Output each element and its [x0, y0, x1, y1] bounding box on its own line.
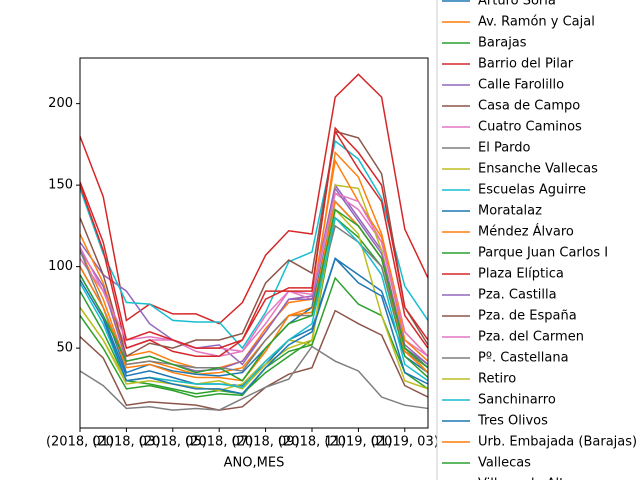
series-line: [79, 224, 429, 372]
legend-label: Parque Juan Carlos I: [478, 246, 608, 261]
legend-label: Cuatro Caminos: [478, 120, 582, 135]
legend-label: Pº. Castellana: [478, 351, 569, 366]
series-line: [79, 129, 429, 358]
x-tick-label: (2018, 03): [92, 435, 160, 450]
legend-label: Pza. Castilla: [478, 288, 557, 303]
legend-label: Méndez Álvaro: [478, 224, 574, 240]
legend-label: El Pardo: [478, 141, 531, 156]
legend-label: Arturo Soria: [478, 0, 556, 9]
series-line: [79, 345, 429, 411]
series-line: [79, 257, 429, 395]
legend-frame: [436, 0, 640, 480]
legend-label: Tres Olivos: [477, 414, 548, 429]
legend-label: Escuelas Aguirre: [478, 183, 586, 198]
series-line: [79, 192, 429, 357]
legend-label: Moratalaz: [478, 204, 542, 219]
y-tick-label: 200: [48, 96, 73, 111]
series-line: [79, 73, 429, 325]
plot-frame: [79, 57, 429, 429]
legend-label: Urb. Embajada (Barajas): [478, 435, 637, 450]
legend-label: Barajas: [478, 36, 527, 51]
series-line: [79, 126, 429, 349]
legend-label: Barrio del Pilar: [478, 57, 574, 72]
legend-label: Pza. de España: [478, 309, 577, 324]
legend-label: Plaza Elíptica: [478, 267, 564, 282]
legend-label: Av. Ramón y Cajal: [478, 15, 595, 30]
y-tick-label: 100: [48, 259, 73, 274]
x-tick-label: (2018, 05): [139, 435, 207, 450]
legend-label: Sanchinarro: [478, 393, 556, 408]
x-tick-label: (2018, 11): [278, 435, 346, 450]
legend-label: Ensanche Vallecas: [478, 162, 598, 177]
series-line: [79, 130, 429, 358]
legend-label: Casa de Campo: [478, 99, 580, 114]
series-line: [79, 208, 429, 382]
legend-label: Pza. del Carmen: [478, 330, 584, 345]
series-line: [79, 309, 429, 411]
series-line: [79, 183, 429, 366]
legend-label: Vallecas: [478, 456, 531, 471]
legend-label: Retiro: [478, 372, 516, 387]
x-tick-label: (2019, 03): [371, 435, 439, 450]
series-line: [79, 158, 429, 369]
legend-label: Calle Farolillo: [478, 78, 564, 93]
x-tick-label: (2018, 07): [185, 435, 253, 450]
y-tick-label: 50: [56, 341, 73, 356]
x-tick-label: (2018, 01): [46, 435, 114, 450]
x-tick-label: (2018, 09): [232, 435, 300, 450]
x-axis-label: ANO,MES: [224, 456, 285, 471]
x-tick-label: (2019, 01): [324, 435, 392, 450]
y-tick-label: 150: [48, 178, 73, 193]
legend-label: Villaverde Alto: [478, 477, 572, 480]
series-line: [79, 139, 429, 350]
series-line: [79, 150, 429, 375]
